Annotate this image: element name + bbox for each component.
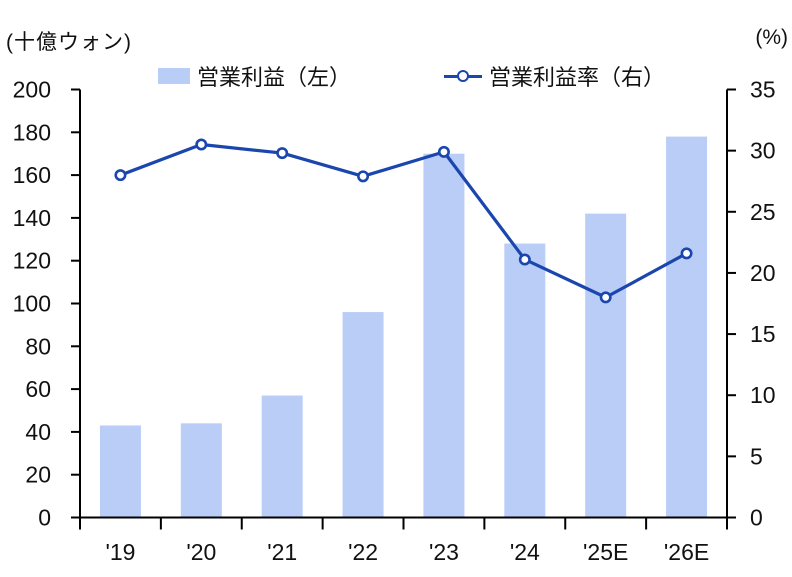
left-axis-tick-label: 60 <box>25 376 51 402</box>
x-axis-label-25E: '25E <box>583 539 628 565</box>
line-marker-26E <box>680 247 693 260</box>
x-axis-label-26E: '26E <box>664 539 709 565</box>
left-axis-tick-label: 0 <box>38 505 51 531</box>
legend-label-operating-profit: 営業利益（左） <box>197 65 352 90</box>
legend-item-operating-profit: 営業利益（左） <box>158 60 351 92</box>
line-marker-23 <box>437 145 450 158</box>
bar-operating-profit-22 <box>342 312 384 518</box>
x-axis-label-19: '19 <box>105 539 135 565</box>
line-marker-19 <box>114 169 127 182</box>
line-marker-25E <box>599 291 612 304</box>
left-axis-tick-label: 140 <box>13 205 51 231</box>
legend: 営業利益（左） 営業利益率（右） <box>0 58 792 90</box>
line-marker-22 <box>357 170 370 183</box>
legend-label-operating-margin: 営業利益率（右） <box>489 65 666 90</box>
left-axis-tick-label: 80 <box>25 333 51 359</box>
right-axis-tick-label: 25 <box>750 199 776 225</box>
bar-operating-profit-23 <box>423 153 465 518</box>
left-axis-tick-label: 100 <box>13 291 51 317</box>
line-series-swatch <box>444 70 482 82</box>
bar-operating-profit-25E <box>585 213 627 518</box>
x-axis-label-21: '21 <box>267 539 297 565</box>
line-marker-icon <box>457 70 469 82</box>
legend-item-operating-margin: 営業利益率（右） <box>444 60 665 92</box>
right-axis-tick-label: 5 <box>750 443 763 469</box>
left-axis-tick-label: 20 <box>25 462 51 488</box>
right-axis-tick-label: 15 <box>750 321 776 347</box>
line-marker-21 <box>276 147 289 160</box>
right-axis-tick-label: 30 <box>750 138 776 164</box>
x-axis-label-20: '20 <box>186 539 216 565</box>
x-axis-label-24: '24 <box>510 539 540 565</box>
right-axis-tick-label: 35 <box>750 77 776 103</box>
right-axis-tick-label: 10 <box>750 382 776 408</box>
right-axis-tick-label: 0 <box>750 505 763 531</box>
left-axis-tick-label: 200 <box>13 77 51 103</box>
x-axis-label-23: '23 <box>429 539 459 565</box>
bar-operating-profit-21 <box>261 395 303 518</box>
bar-series-swatch <box>158 68 190 84</box>
left-axis-tick-label: 120 <box>13 248 51 274</box>
right-axis-unit-label: (%) <box>755 26 788 49</box>
line-marker-20 <box>195 138 208 151</box>
line-operating-margin <box>118 142 689 299</box>
bar-operating-profit-20 <box>180 423 222 518</box>
left-axis-tick-label: 40 <box>25 419 51 445</box>
left-axis-unit-label: (十億ウォン) <box>6 31 132 54</box>
left-axis-tick-label: 160 <box>13 162 51 188</box>
right-axis-tick-label: 20 <box>750 260 776 286</box>
left-axis-tick-label: 180 <box>13 119 51 145</box>
bar-operating-profit-19 <box>99 425 141 518</box>
bar-operating-profit-26E <box>666 136 708 518</box>
x-axis-label-22: '22 <box>348 539 378 565</box>
line-marker-24 <box>518 253 531 266</box>
bar-operating-profit-24 <box>504 243 546 518</box>
